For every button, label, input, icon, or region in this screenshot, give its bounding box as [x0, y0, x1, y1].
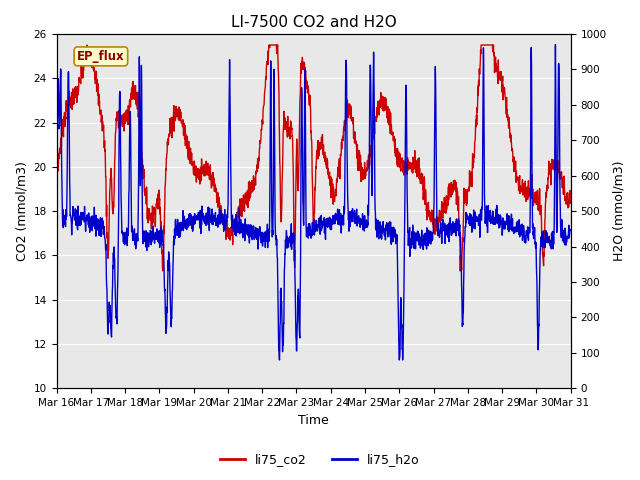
li75_h2o [79, 215, 86, 221]
li75_co2 [289, 160, 297, 166]
li75_h2o [276, 357, 284, 363]
li75_co2 [79, 66, 86, 72]
Line: li75_co2: li75_co2 [56, 45, 571, 271]
li75_h2o [52, 175, 60, 181]
Text: EP_flux: EP_flux [77, 50, 125, 63]
li75_co2 [552, 159, 560, 165]
li75_h2o [289, 230, 297, 236]
li75_h2o [552, 117, 560, 122]
Legend: li75_co2, li75_h2o: li75_co2, li75_h2o [215, 448, 425, 471]
li75_h2o [567, 227, 575, 232]
li75_h2o [458, 283, 465, 289]
li75_h2o [552, 42, 559, 48]
Y-axis label: H2O (mmol/m3): H2O (mmol/m3) [612, 161, 625, 262]
Line: li75_h2o: li75_h2o [56, 45, 571, 360]
X-axis label: Time: Time [298, 414, 329, 427]
Y-axis label: CO2 (mmol/m3): CO2 (mmol/m3) [15, 161, 28, 261]
li75_co2 [567, 200, 575, 206]
li75_co2 [303, 86, 310, 92]
li75_h2o [552, 173, 560, 179]
li75_co2 [458, 257, 466, 263]
Title: LI-7500 CO2 and H2O: LI-7500 CO2 and H2O [230, 15, 396, 30]
li75_co2 [52, 162, 60, 168]
li75_co2 [265, 42, 273, 48]
li75_co2 [456, 268, 464, 274]
li75_co2 [552, 167, 560, 172]
li75_h2o [303, 229, 310, 235]
